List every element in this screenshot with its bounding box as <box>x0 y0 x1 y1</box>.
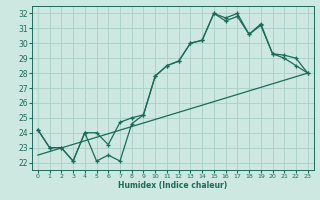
X-axis label: Humidex (Indice chaleur): Humidex (Indice chaleur) <box>118 181 228 190</box>
